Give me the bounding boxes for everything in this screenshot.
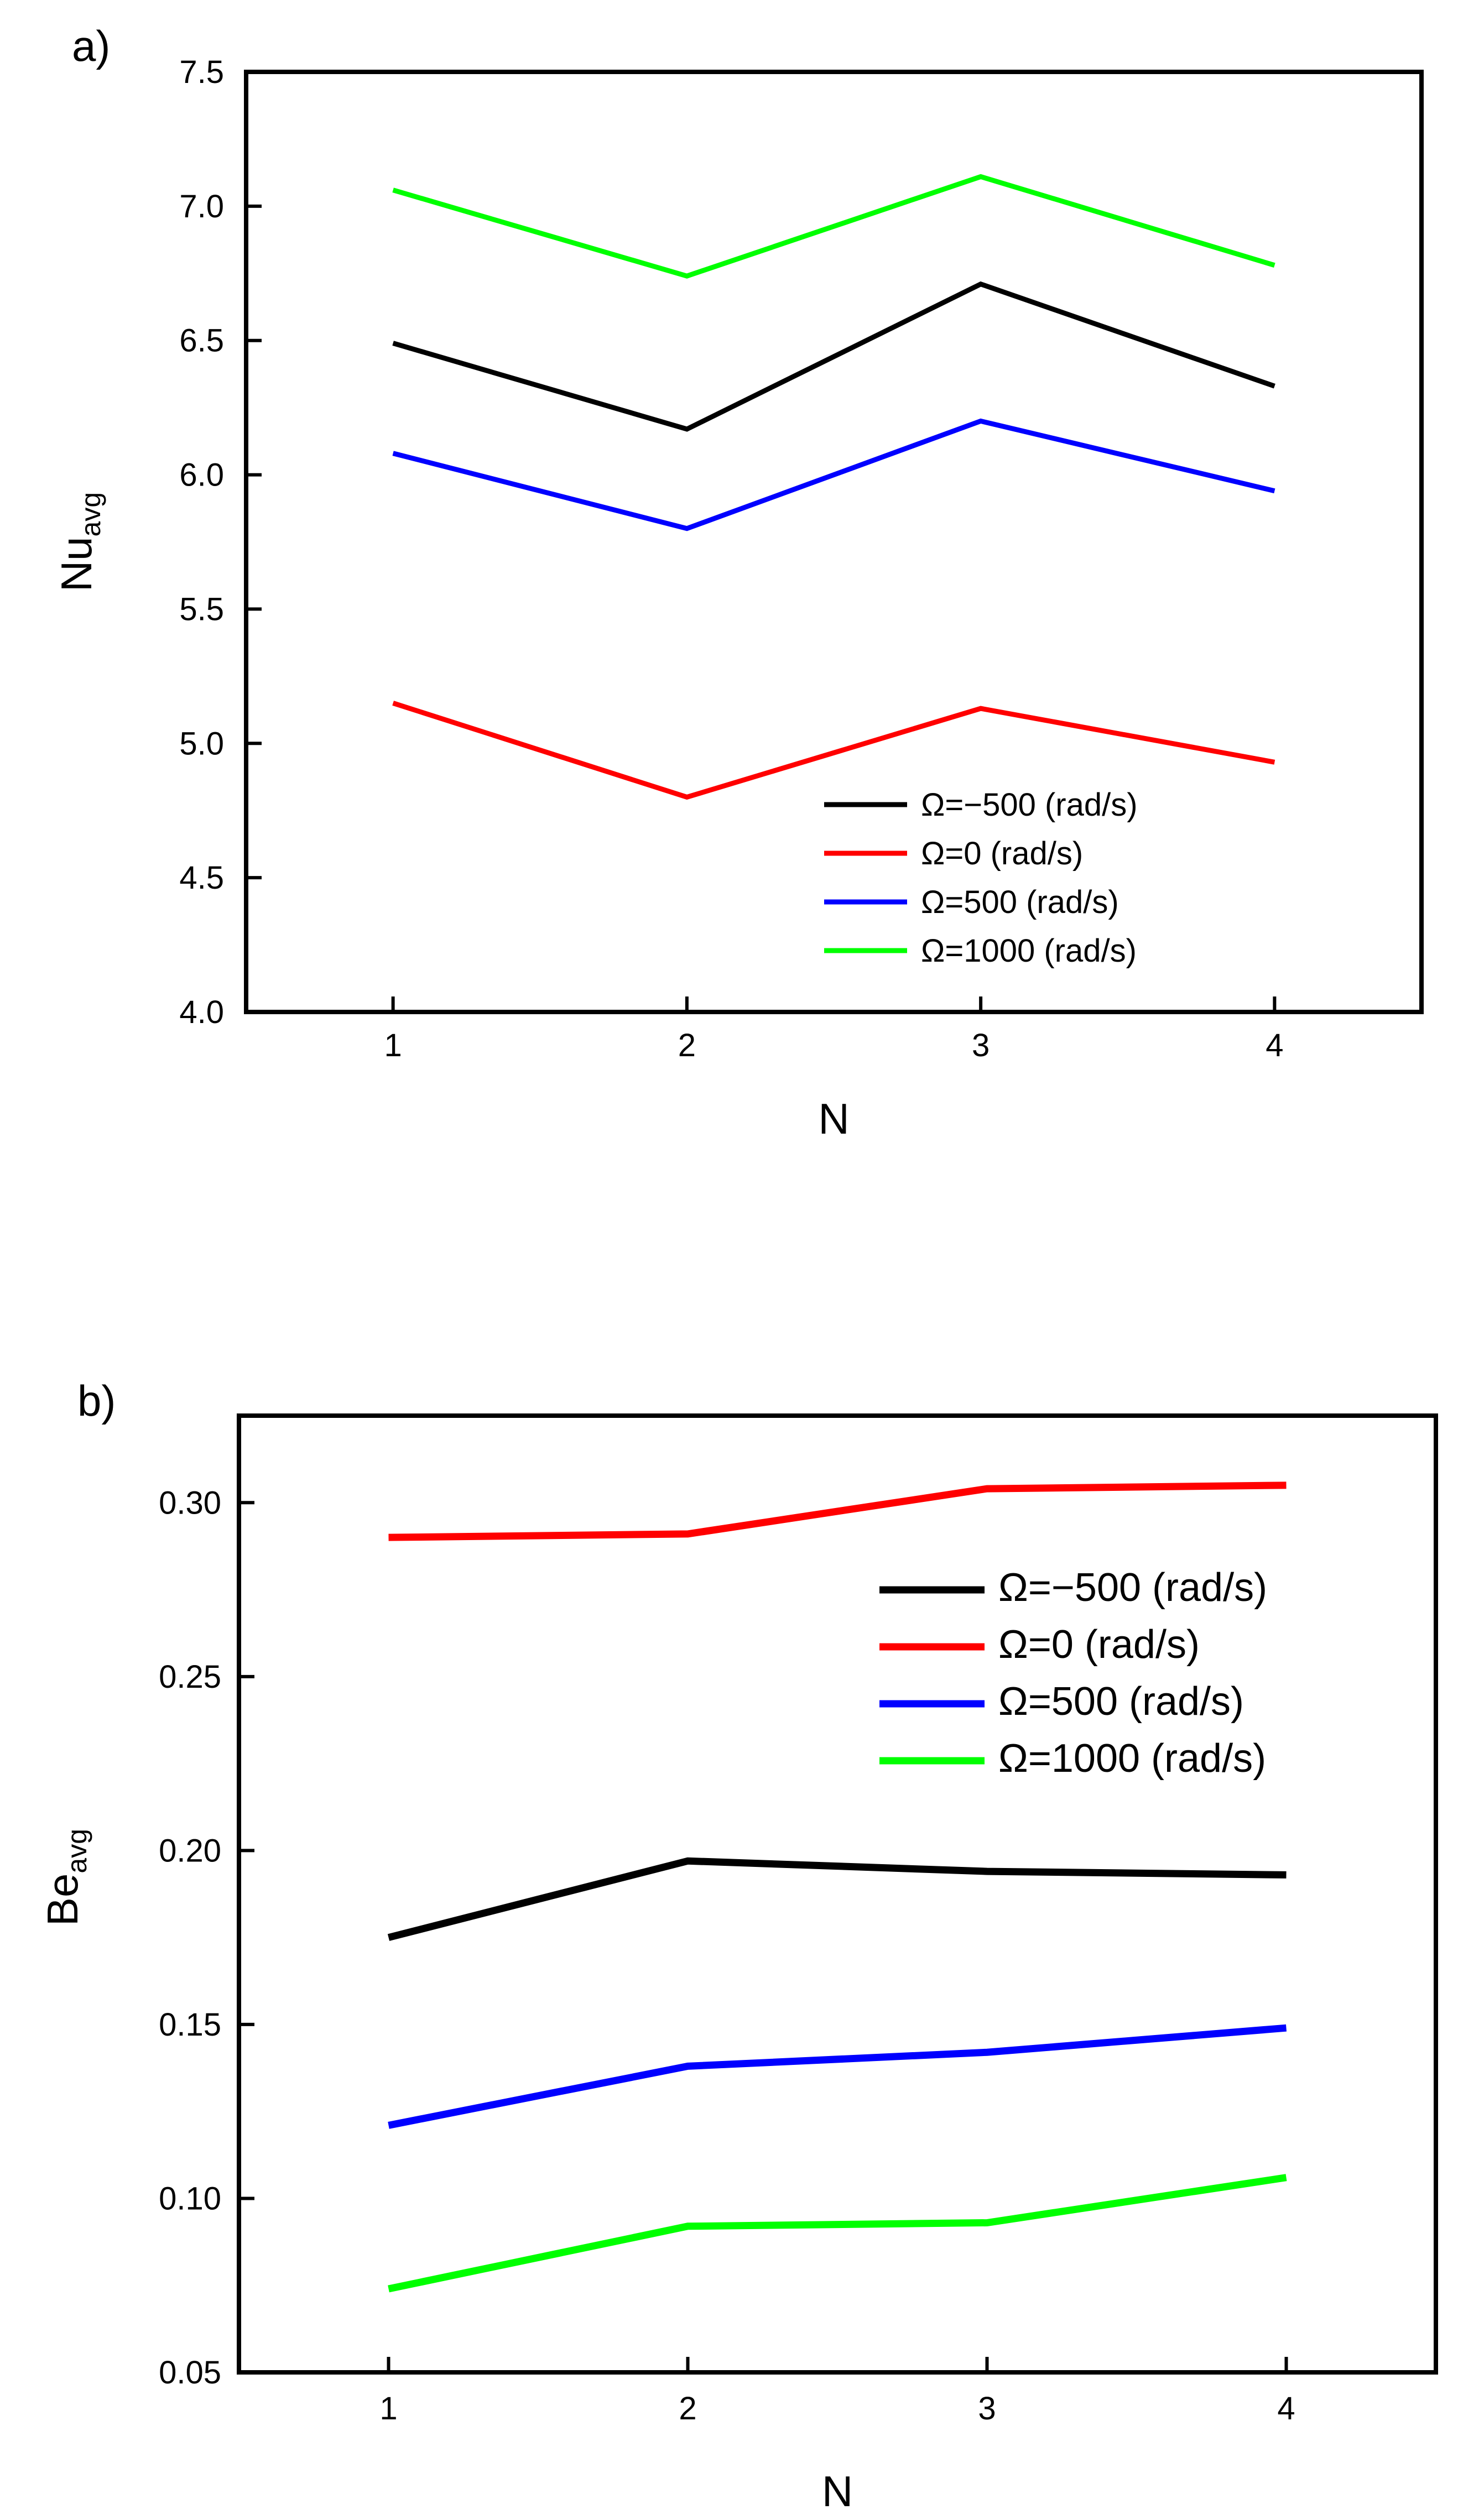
chart-panel-a: a) 4.0 4.5 5.0 5.5 6.0 6.5 7.0 7.5 1 2 3 4 N Nuavg Ω=−5… [52, 22, 1424, 1143]
legend: Ω=−500 (rad/s) Ω=0 (rad/s) Ω=500 (rad/s) Ω=… [879, 1566, 1267, 1781]
plot-frame [244, 70, 1424, 1014]
y-tick-label: 0.25 [159, 1659, 221, 1695]
x-tick-label: 3 [978, 2391, 996, 2427]
legend-label: Ω=1000 (rad/s) [998, 1736, 1266, 1781]
series-line-2 [392, 418, 1275, 531]
series-line-3 [392, 174, 1275, 279]
x-axis-title: N [822, 2467, 853, 2516]
y-tick-label: 0.15 [159, 2007, 221, 2043]
y-tick-label: 6.5 [179, 323, 224, 359]
series-line-2 [388, 2024, 1287, 2129]
x-axis-title: N [818, 1094, 849, 1143]
y-axis-title-subscript: avg [61, 1829, 92, 1874]
y-tick-label: 4.0 [179, 994, 224, 1030]
y-tick-label: 5.0 [179, 726, 224, 761]
y-tick-label: 4.5 [179, 860, 224, 896]
y-tick-label: 0.05 [159, 2355, 221, 2391]
y-tick-label: 0.10 [159, 2180, 221, 2216]
y-tick-label: 6.0 [179, 457, 224, 493]
legend-label: Ω=−500 (rad/s) [998, 1566, 1267, 1610]
legend-label: Ω=1000 (rad/s) [921, 933, 1137, 969]
panel-label: a) [72, 22, 110, 70]
y-tick-label: 7.5 [179, 54, 224, 90]
x-tick-label: 1 [384, 1027, 402, 1063]
x-tick-label: 1 [379, 2391, 397, 2427]
panel-label: b) [77, 1376, 116, 1425]
y-axis-title: Beavg [38, 1829, 92, 1926]
y-tick-label: 0.30 [159, 1485, 221, 1521]
y-tick-label: 7.0 [179, 189, 224, 225]
y-axis-title-main: Be [38, 1874, 87, 1926]
y-tick-label: 5.5 [179, 591, 224, 627]
legend-label: Ω=500 (rad/s) [921, 884, 1119, 920]
series-line-1 [392, 701, 1275, 800]
plot-frame [237, 1413, 1438, 2375]
series-line-1 [388, 1481, 1287, 1541]
x-tick-label: 3 [972, 1027, 990, 1063]
legend-label: Ω=0 (rad/s) [921, 836, 1083, 872]
chart-panel-b: b) 0.05 0.10 0.15 0.20 0.25 0.30 1 2 3 4 N Beavg Ω=−5… [38, 1376, 1438, 2516]
series-line-0 [387, 1857, 1287, 1941]
series-line-3 [388, 2174, 1287, 2293]
legend: Ω=−500 (rad/s) Ω=0 (rad/s) Ω=500 (rad/s) Ω=… [824, 787, 1138, 969]
series-line-0 [392, 281, 1275, 432]
y-axis-title: Nuavg [52, 492, 106, 592]
legend-label: Ω=0 (rad/s) [998, 1622, 1200, 1667]
legend-label: Ω=500 (rad/s) [998, 1679, 1244, 1724]
x-tick-label: 4 [1277, 2391, 1295, 2427]
legend-label: Ω=−500 (rad/s) [921, 787, 1138, 823]
x-tick-label: 4 [1266, 1027, 1283, 1063]
y-axis-title-main: Nu [52, 536, 101, 592]
y-tick-label: 0.20 [159, 1833, 221, 1869]
x-tick-label: 2 [679, 2391, 696, 2427]
y-axis-title-subscript: avg [75, 492, 106, 537]
x-tick-label: 2 [678, 1027, 696, 1063]
